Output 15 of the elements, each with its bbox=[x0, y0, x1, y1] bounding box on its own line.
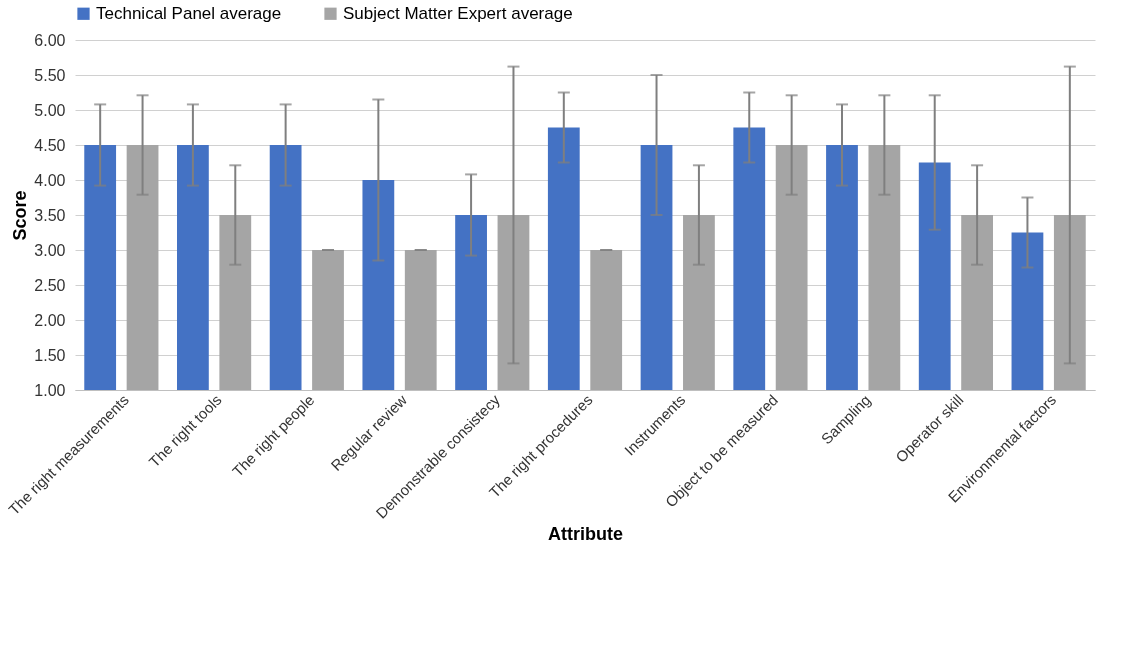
y-tick-label: 4.00 bbox=[34, 171, 66, 189]
y-tick-label: 3.00 bbox=[34, 241, 66, 259]
legend-label: Technical Panel average bbox=[96, 3, 282, 23]
y-tick-label: 6.00 bbox=[34, 31, 66, 49]
y-tick-label: 1.50 bbox=[34, 346, 66, 364]
y-tick-label: 3.50 bbox=[34, 206, 66, 224]
y-tick-label: 1.00 bbox=[34, 381, 66, 399]
legend-label: Subject Matter Expert average bbox=[343, 3, 573, 23]
y-tick-label: 5.00 bbox=[34, 101, 66, 119]
y-tick-label: 2.50 bbox=[34, 276, 66, 294]
y-axis-title: Score bbox=[10, 190, 31, 241]
y-tick-label: 4.50 bbox=[34, 136, 66, 154]
y-tick-label: 2.00 bbox=[34, 311, 66, 329]
y-tick-label: 5.50 bbox=[34, 66, 66, 84]
x-axis-title: Attribute bbox=[548, 523, 623, 544]
